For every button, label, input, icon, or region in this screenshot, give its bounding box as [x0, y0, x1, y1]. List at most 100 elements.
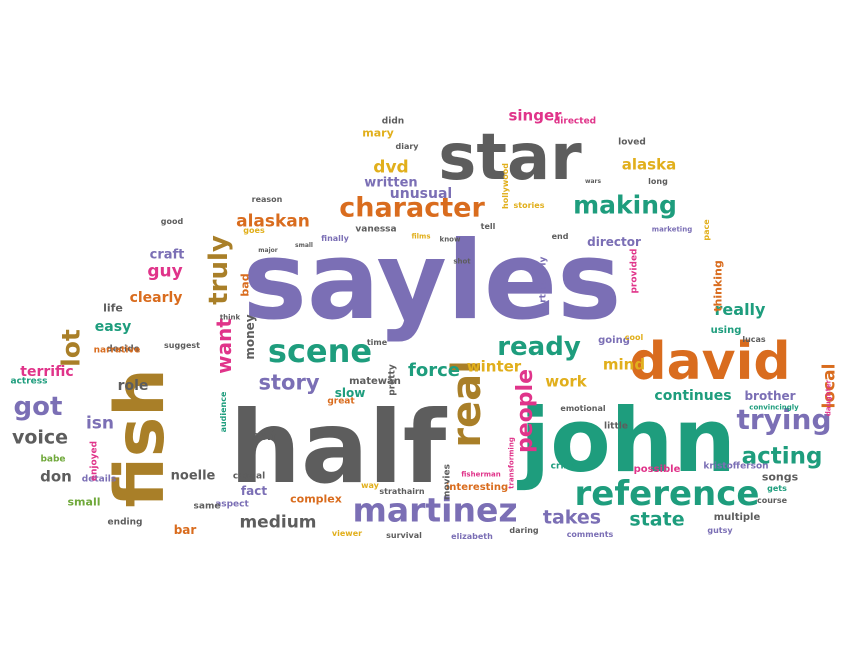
cloud-word: scene [267, 332, 373, 370]
cloud-word: singer [508, 106, 562, 125]
cloud-word: alaska [621, 155, 677, 174]
cloud-word: fact [240, 484, 268, 498]
cloud-word: songs [761, 470, 799, 484]
cloud-word: gutsy [707, 526, 733, 535]
cloud-word: making [573, 190, 677, 220]
cloud-word: good [160, 217, 184, 226]
cloud-word: interesting [445, 482, 509, 493]
cloud-word: decide [106, 344, 140, 355]
cloud-word: movies [442, 464, 453, 500]
cloud-word: same [193, 501, 221, 512]
cloud-word: takes [542, 506, 602, 529]
cloud-word: slow [334, 386, 366, 400]
cloud-word: alaskan [236, 211, 310, 232]
cloud-word: didn [381, 116, 405, 127]
cloud-word: martinez [352, 490, 518, 530]
cloud-word: want [212, 318, 236, 374]
cloud-word: bar [173, 523, 197, 537]
cloud-word: using [710, 325, 742, 336]
cloud-word: course [756, 496, 788, 505]
cloud-word: continues [654, 388, 732, 404]
cloud-word: acting [741, 443, 823, 470]
cloud-word: casual [232, 471, 266, 482]
cloud-word: self [251, 429, 277, 443]
cloud-word: dvd [373, 157, 409, 178]
cloud-word: state [629, 508, 685, 531]
cloud-word: reference [574, 474, 760, 514]
cloud-word: lucas [742, 335, 766, 344]
cloud-word: small [295, 242, 313, 249]
cloud-word: small [67, 495, 101, 509]
cloud-word: voice [11, 426, 69, 449]
cloud-word: vanessa [355, 224, 397, 235]
cloud-word: audience [219, 391, 228, 433]
cloud-word: don [40, 467, 72, 486]
cloud-word: lot [56, 329, 86, 367]
cloud-word: medium [239, 512, 317, 533]
cloud-word: director [587, 235, 641, 249]
cloud-word: hollywood [501, 163, 510, 209]
cloud-word: trying [736, 403, 832, 436]
cloud-word: reason [251, 195, 283, 204]
cloud-word: particularly [538, 256, 549, 316]
cloud-word: major [258, 247, 278, 254]
cloud-word: suggest [164, 341, 200, 350]
cloud-word: easy [94, 319, 132, 335]
cloud-word: daring [509, 526, 539, 535]
cloud-word: bad [238, 273, 252, 297]
cloud-word: crisis [550, 461, 578, 472]
cloud-word: thinking [711, 260, 725, 312]
cloud-word: films [411, 232, 431, 241]
cloud-word: elizabeth [451, 532, 493, 541]
cloud-word: think [219, 313, 241, 322]
cloud-word: people [513, 369, 538, 453]
cloud-word: strathairn [379, 487, 425, 496]
cloud-word: stories [513, 201, 545, 210]
cloud-word: star [438, 121, 582, 195]
cloud-word: daughter [824, 379, 833, 417]
cloud-word: craft [149, 247, 185, 263]
cloud-word: kristofferson [703, 461, 769, 472]
cloud-word: isn [85, 413, 115, 434]
cloud-word: aspect [215, 499, 249, 510]
cloud-word: complex [290, 492, 342, 506]
cloud-word: matewan [349, 376, 401, 387]
cloud-word: great [327, 396, 355, 407]
cloud-word: unusual [389, 186, 453, 202]
cloud-word: truly [204, 235, 234, 305]
cloud-word: work [545, 372, 587, 391]
cloud-word: viewer [331, 529, 363, 538]
cloud-word: tell [480, 222, 496, 231]
cloud-word: life [103, 301, 123, 315]
cloud-word: directed [553, 116, 597, 127]
cloud-word: provided [629, 248, 640, 294]
cloud-word: pretty [387, 364, 398, 396]
cloud-word: enjoyed [89, 440, 100, 482]
cloud-word: clearly [129, 290, 183, 306]
cloud-word: really [714, 300, 766, 319]
cloud-word: brother [744, 389, 796, 403]
cloud-word: know [439, 235, 461, 244]
cloud-word: story [258, 370, 320, 395]
cloud-word: babe [40, 454, 66, 465]
cloud-word: gets [767, 484, 787, 493]
cloud-word: ending [107, 517, 143, 528]
cloud-word: transforming [507, 437, 516, 489]
cloud-word: comments [566, 530, 614, 539]
cloud-word: multiple [713, 512, 761, 523]
cloud-word: going [598, 335, 630, 346]
cloud-word: end [551, 232, 569, 241]
cloud-word: got [13, 392, 63, 422]
cloud-word: role [117, 378, 149, 394]
cloud-word: long [648, 177, 668, 186]
cloud-word: mary [362, 126, 394, 140]
cloud-word: written [364, 175, 418, 191]
cloud-word: emotional [560, 404, 606, 413]
cloud-word: wars [584, 178, 602, 185]
cloud-word: finally [321, 234, 349, 243]
cloud-word: john [520, 389, 736, 492]
cloud-word: mind [602, 355, 646, 374]
cloud-word: survival [386, 531, 422, 540]
cloud-word: goes [243, 226, 265, 235]
cloud-word: narrative [93, 345, 141, 356]
